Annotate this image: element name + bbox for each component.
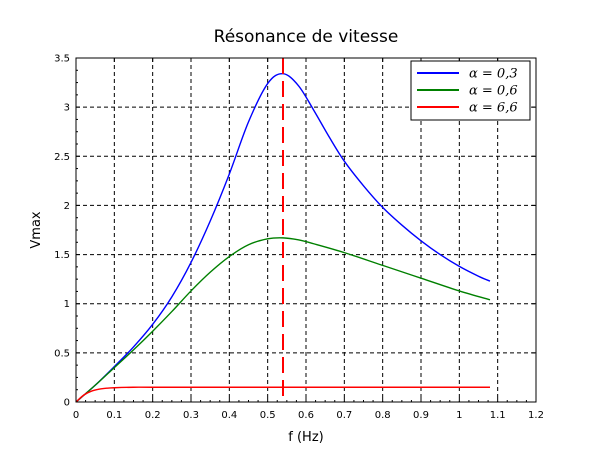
x-tick-label: 0.9 — [413, 410, 429, 421]
x-tick-label: 0.4 — [221, 410, 237, 421]
x-tick-label: 0 — [73, 410, 79, 421]
y-tick-label: 3 — [64, 103, 70, 114]
x-tick-label: 0.3 — [183, 410, 199, 421]
x-tick-label: 1.2 — [528, 410, 544, 421]
x-tick-label: 0.1 — [106, 410, 122, 421]
x-tick-label: 1.1 — [490, 410, 506, 421]
x-axis-title: f (Hz) — [288, 430, 323, 445]
series-layer — [75, 73, 491, 403]
x-tick-label: 0.6 — [298, 410, 314, 421]
legend-label-1: α = 0,3 — [469, 67, 518, 82]
y-tick-label: 2 — [64, 201, 70, 212]
y-tick-label: 2.5 — [54, 152, 70, 163]
tick-layer: 0 0.1 0.2 0.3 0.4 0.5 0.6 0.7 0.8 0.9 1 1.1 1.2 0 0.5 1… — [54, 54, 544, 422]
series-line-3 — [75, 386, 490, 403]
y-axis-title: Vmax — [29, 211, 44, 249]
y-tick-label: 1 — [64, 299, 70, 310]
legend-label-3: α = 6,6 — [469, 101, 518, 116]
x-tick-label: 0.2 — [145, 410, 161, 421]
x-tick-label: 1 — [456, 410, 462, 421]
y-tick-label: 1.5 — [54, 250, 70, 261]
chart-title: Résonance de vitesse — [214, 27, 399, 47]
x-tick-label: 0.7 — [336, 410, 352, 421]
legend: α = 0,3 α = 0,6 α = 6,6 — [410, 60, 531, 121]
x-tick-label: 0.8 — [375, 410, 391, 421]
y-tick-label: 0 — [64, 398, 70, 409]
legend-label-2: α = 0,6 — [469, 84, 518, 99]
x-tick-label: 0.5 — [260, 410, 276, 421]
y-tick-label: 3.5 — [54, 54, 70, 65]
series-line-2 — [75, 237, 491, 403]
y-tick-label: 0.5 — [54, 348, 70, 359]
series-line-1 — [75, 73, 491, 403]
